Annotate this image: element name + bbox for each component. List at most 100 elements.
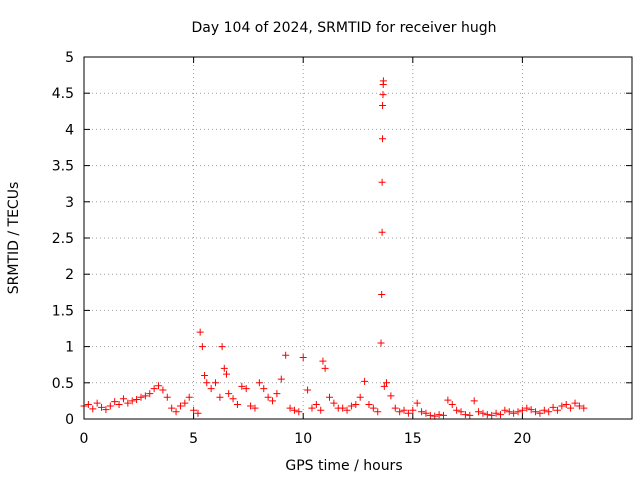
data-point [580,404,588,412]
data-point [361,377,369,385]
data-point [225,390,233,398]
data-point [352,401,360,409]
data-point [277,375,285,383]
data-point [400,406,408,414]
data-point [514,408,522,416]
data-point [377,339,385,347]
data-point [216,393,224,401]
data-point [84,401,92,409]
grid [84,57,632,419]
data-point [196,328,204,336]
data-point [198,343,206,351]
data-point [312,401,320,409]
data-point [102,406,110,414]
data-point [212,379,220,387]
x-tick-label: 10 [294,431,312,447]
data-point [317,406,325,414]
data-point [562,401,570,409]
data-point [466,411,474,419]
data-point [146,390,154,398]
data-point [155,382,163,390]
data-point [448,401,456,409]
x-axis-label: GPS time / hours [285,458,402,474]
data-point [409,406,417,414]
data-point [98,403,106,411]
data-point [330,399,338,407]
y-tick-label: 3 [65,195,74,211]
data-point [319,357,327,365]
data-point [185,393,193,401]
data-point [461,411,469,419]
y-tick-label: 2.5 [52,231,74,247]
data-point [286,404,294,412]
data-point [479,409,487,417]
data-point [518,406,526,414]
data-point [426,411,434,419]
data-point [255,379,263,387]
data-point [536,409,544,417]
data-point [374,408,382,416]
data-point [567,404,575,412]
data-point [527,406,535,414]
data-point [470,397,478,405]
data-point [379,91,387,99]
data-point [190,406,198,414]
data-point [378,290,386,298]
y-tick-label: 4 [65,122,74,138]
data-point [93,399,101,407]
data-point [510,409,518,417]
data-point [111,398,119,406]
data-point [137,393,145,401]
y-tick-label: 1 [65,340,74,356]
data-point [119,395,127,403]
axis-ticks [83,56,632,420]
data-point [172,408,180,416]
x-tick-label: 0 [80,431,89,447]
data-point [251,404,259,412]
y-tick-label: 4.5 [52,86,74,102]
y-tick-label: 5 [65,50,74,66]
data-point [260,385,268,393]
data-point [106,402,114,410]
data-point [492,409,500,417]
data-point [124,399,132,407]
data-point [242,385,250,393]
data-point [378,178,386,186]
x-tick-labels: 0 5 10 15 20 [80,431,532,447]
data-point [369,404,377,412]
data-point [343,406,351,414]
data-point [422,409,430,417]
data-point [435,411,443,419]
data-point [201,372,209,380]
data-points [80,77,588,420]
data-point [207,385,215,393]
data-point [391,404,399,412]
data-point [218,343,226,351]
y-axis-label: SRMTID / TECUs [6,182,22,295]
data-point [444,396,452,404]
data-point [575,402,583,410]
data-point [540,406,548,414]
data-point [453,406,461,414]
data-point [501,406,509,414]
data-point [382,379,390,387]
y-tick-label: 0.5 [52,376,74,392]
data-point [356,393,364,401]
x-tick-label: 15 [404,431,422,447]
data-point [247,402,255,410]
y-tick-labels: 0 0.5 1 1.5 2 2.5 3 3.5 4 4.5 5 [52,50,74,428]
data-point [378,228,386,236]
data-point [222,370,230,378]
data-point [194,409,202,417]
x-tick-label: 5 [189,431,198,447]
data-point [141,392,149,400]
data-point [457,408,465,416]
data-point [339,404,347,412]
data-point [387,392,395,400]
data-point [545,408,553,416]
data-point [571,399,579,407]
data-point [326,393,334,401]
data-point [365,401,373,409]
data-point [475,408,483,416]
data-point [321,364,329,372]
